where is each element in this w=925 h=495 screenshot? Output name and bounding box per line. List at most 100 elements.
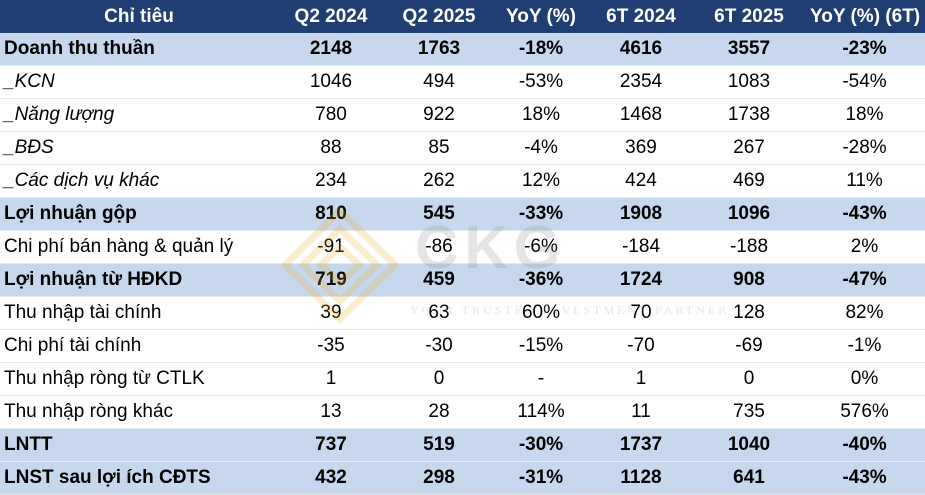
cell-value: 908	[694, 263, 804, 297]
cell-value: 88	[278, 131, 384, 165]
cell-value: 28	[384, 395, 494, 429]
cell-value: 13	[278, 395, 384, 429]
header-6t-2024: 6T 2024	[588, 0, 694, 33]
cell-value: 780	[278, 98, 384, 132]
cell-value: -15%	[494, 329, 588, 363]
row-label: Thu nhập tài chính	[0, 296, 278, 330]
cell-value: -6%	[494, 230, 588, 264]
table-row: Thu nhập tài chính 39 63 60% 70 128 82%	[0, 296, 925, 330]
cell-value: 519	[384, 428, 494, 462]
cell-value: -23%	[804, 33, 925, 66]
header-6t-2025: 6T 2025	[694, 0, 804, 33]
table-row: Thu nhập ròng từ CTLK 1 0-1 0 0%	[0, 362, 925, 396]
cell-value: 1040	[694, 428, 804, 462]
cell-value: 432	[278, 461, 384, 495]
cell-value: 1096	[694, 197, 804, 231]
table-row: _BĐS 88 85 -4% 369 267 -28%	[0, 131, 925, 165]
row-label: _KCN	[0, 65, 278, 99]
cell-value: -86	[384, 230, 494, 264]
cell-value: -69	[694, 329, 804, 363]
cell-value: 1738	[694, 98, 804, 132]
cell-value: -188	[694, 230, 804, 264]
cell-value: 63	[384, 296, 494, 330]
cell-value: -36%	[494, 263, 588, 297]
table-row: Lợi nhuận gộp 810 545 -33% 1908 1096 -43%	[0, 197, 925, 231]
cell-value: -30%	[494, 428, 588, 462]
cell-value: 85	[384, 131, 494, 165]
cell-value: -91	[278, 230, 384, 264]
cell-value: 11	[588, 395, 694, 429]
row-label: LNST sau lợi ích CĐTS	[0, 461, 278, 495]
cell-value: 2148	[278, 33, 384, 66]
row-label: Lợi nhuận gộp	[0, 197, 278, 231]
table-row: _Các dịch vụ khác 234 262 12% 424 469 11%	[0, 164, 925, 198]
header-q2-2025: Q2 2025	[384, 0, 494, 33]
cell-value: 2%	[804, 230, 925, 264]
cell-value: -30	[384, 329, 494, 363]
cell-value: 11%	[804, 164, 925, 198]
cell-value: 267	[694, 131, 804, 165]
cell-value: -43%	[804, 197, 925, 231]
cell-value: -33%	[494, 197, 588, 231]
cell-value: 1737	[588, 428, 694, 462]
cell-value: 0	[384, 362, 494, 396]
cell-value: 424	[588, 164, 694, 198]
row-label: LNTT	[0, 428, 278, 462]
cell-value: 1	[588, 362, 694, 396]
header-label: Chỉ tiêu	[0, 0, 278, 33]
row-label: _BĐS	[0, 131, 278, 165]
cell-value: 128	[694, 296, 804, 330]
table-row: Thu nhập ròng khác 13 28 114% 11 735 576%	[0, 395, 925, 429]
cell-value: -54%	[804, 65, 925, 99]
cell-value: 719	[278, 263, 384, 297]
cell-value: 737	[278, 428, 384, 462]
cell-value: 4616	[588, 33, 694, 66]
table-row: LNST sau lợi ích CĐTS 432 298 -31% 1128 641 -4…	[0, 461, 925, 495]
cell-value: 0%	[804, 362, 925, 396]
cell-value: -47%	[804, 263, 925, 297]
cell-value: -184	[588, 230, 694, 264]
cell-value: -40%	[804, 428, 925, 462]
cell-value: 1763	[384, 33, 494, 66]
table-row: Chi phí tài chính -35 -30 -15% -70 -69 -1%	[0, 329, 925, 363]
cell-value: -35	[278, 329, 384, 363]
cell-value: 545	[384, 197, 494, 231]
cell-value: 576%	[804, 395, 925, 429]
cell-value: 298	[384, 461, 494, 495]
cell-value: -70	[588, 329, 694, 363]
cell-value: 641	[694, 461, 804, 495]
cell-value: 60%	[494, 296, 588, 330]
cell-value: 12%	[494, 164, 588, 198]
cell-value: -1%	[804, 329, 925, 363]
cell-value: 1468	[588, 98, 694, 132]
cell-value: -4%	[494, 131, 588, 165]
row-label: Doanh thu thuần	[0, 33, 278, 66]
row-label: Thu nhập ròng khác	[0, 395, 278, 429]
cell-value: 1128	[588, 461, 694, 495]
cell-value: 735	[694, 395, 804, 429]
cell-value: -28%	[804, 131, 925, 165]
cell-value: 369	[588, 131, 694, 165]
table-row: _KCN 1046 494 -53% 2354 1083 -54%	[0, 65, 925, 99]
cell-value: 82%	[804, 296, 925, 330]
row-label: Thu nhập ròng từ CTLK	[0, 362, 278, 396]
table-row: LNTT 737 519 -30% 1737 1040 -40%	[0, 428, 925, 462]
cell-value: 114%	[494, 395, 588, 429]
cell-value: -43%	[804, 461, 925, 495]
cell-value: 1724	[588, 263, 694, 297]
table-row: _Năng lượng 780 922 18% 1468 1738 18%	[0, 98, 925, 132]
cell-value: -18%	[494, 33, 588, 66]
cell-value: 459	[384, 263, 494, 297]
cell-value: 1908	[588, 197, 694, 231]
header-row: Chỉ tiêu Q2 2024 Q2 2025 YoY (%) 6T 2024…	[0, 0, 925, 33]
table-row: Doanh thu thuần 2148 1763 -18% 4616 3557 -23%	[0, 33, 925, 66]
cell-value: 234	[278, 164, 384, 198]
header-q2-2024: Q2 2024	[278, 0, 384, 33]
table-row: Lợi nhuận từ HĐKD 719 459 -36% 1724 908 -47%	[0, 263, 925, 297]
cell-value: 18%	[804, 98, 925, 132]
table-row: Chi phí bán hàng & quản lý -91 -86 -6% -184-…	[0, 230, 925, 264]
cell-value: -	[494, 362, 588, 396]
cell-value: 3557	[694, 33, 804, 66]
row-label: Lợi nhuận từ HĐKD	[0, 263, 278, 297]
